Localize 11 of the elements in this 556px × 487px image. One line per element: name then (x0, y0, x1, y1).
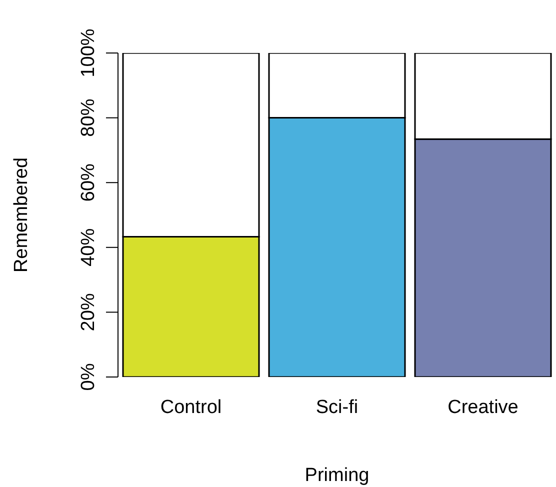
y-tick-label: 100% (78, 28, 99, 78)
y-tick-label: 40% (78, 228, 99, 266)
y-tick-label: 0% (78, 363, 99, 391)
x-tick-label: Sci-fi (316, 397, 358, 418)
x-tick-label: Control (160, 397, 222, 418)
y-tick-label: 80% (78, 98, 99, 137)
x-tick-label: Creative (448, 397, 518, 418)
y-axis-title: Remembered (11, 157, 33, 273)
x-axis-title: Priming (304, 465, 370, 486)
y-tick-label: 60% (78, 163, 99, 202)
y-tick-label: 20% (78, 293, 99, 332)
